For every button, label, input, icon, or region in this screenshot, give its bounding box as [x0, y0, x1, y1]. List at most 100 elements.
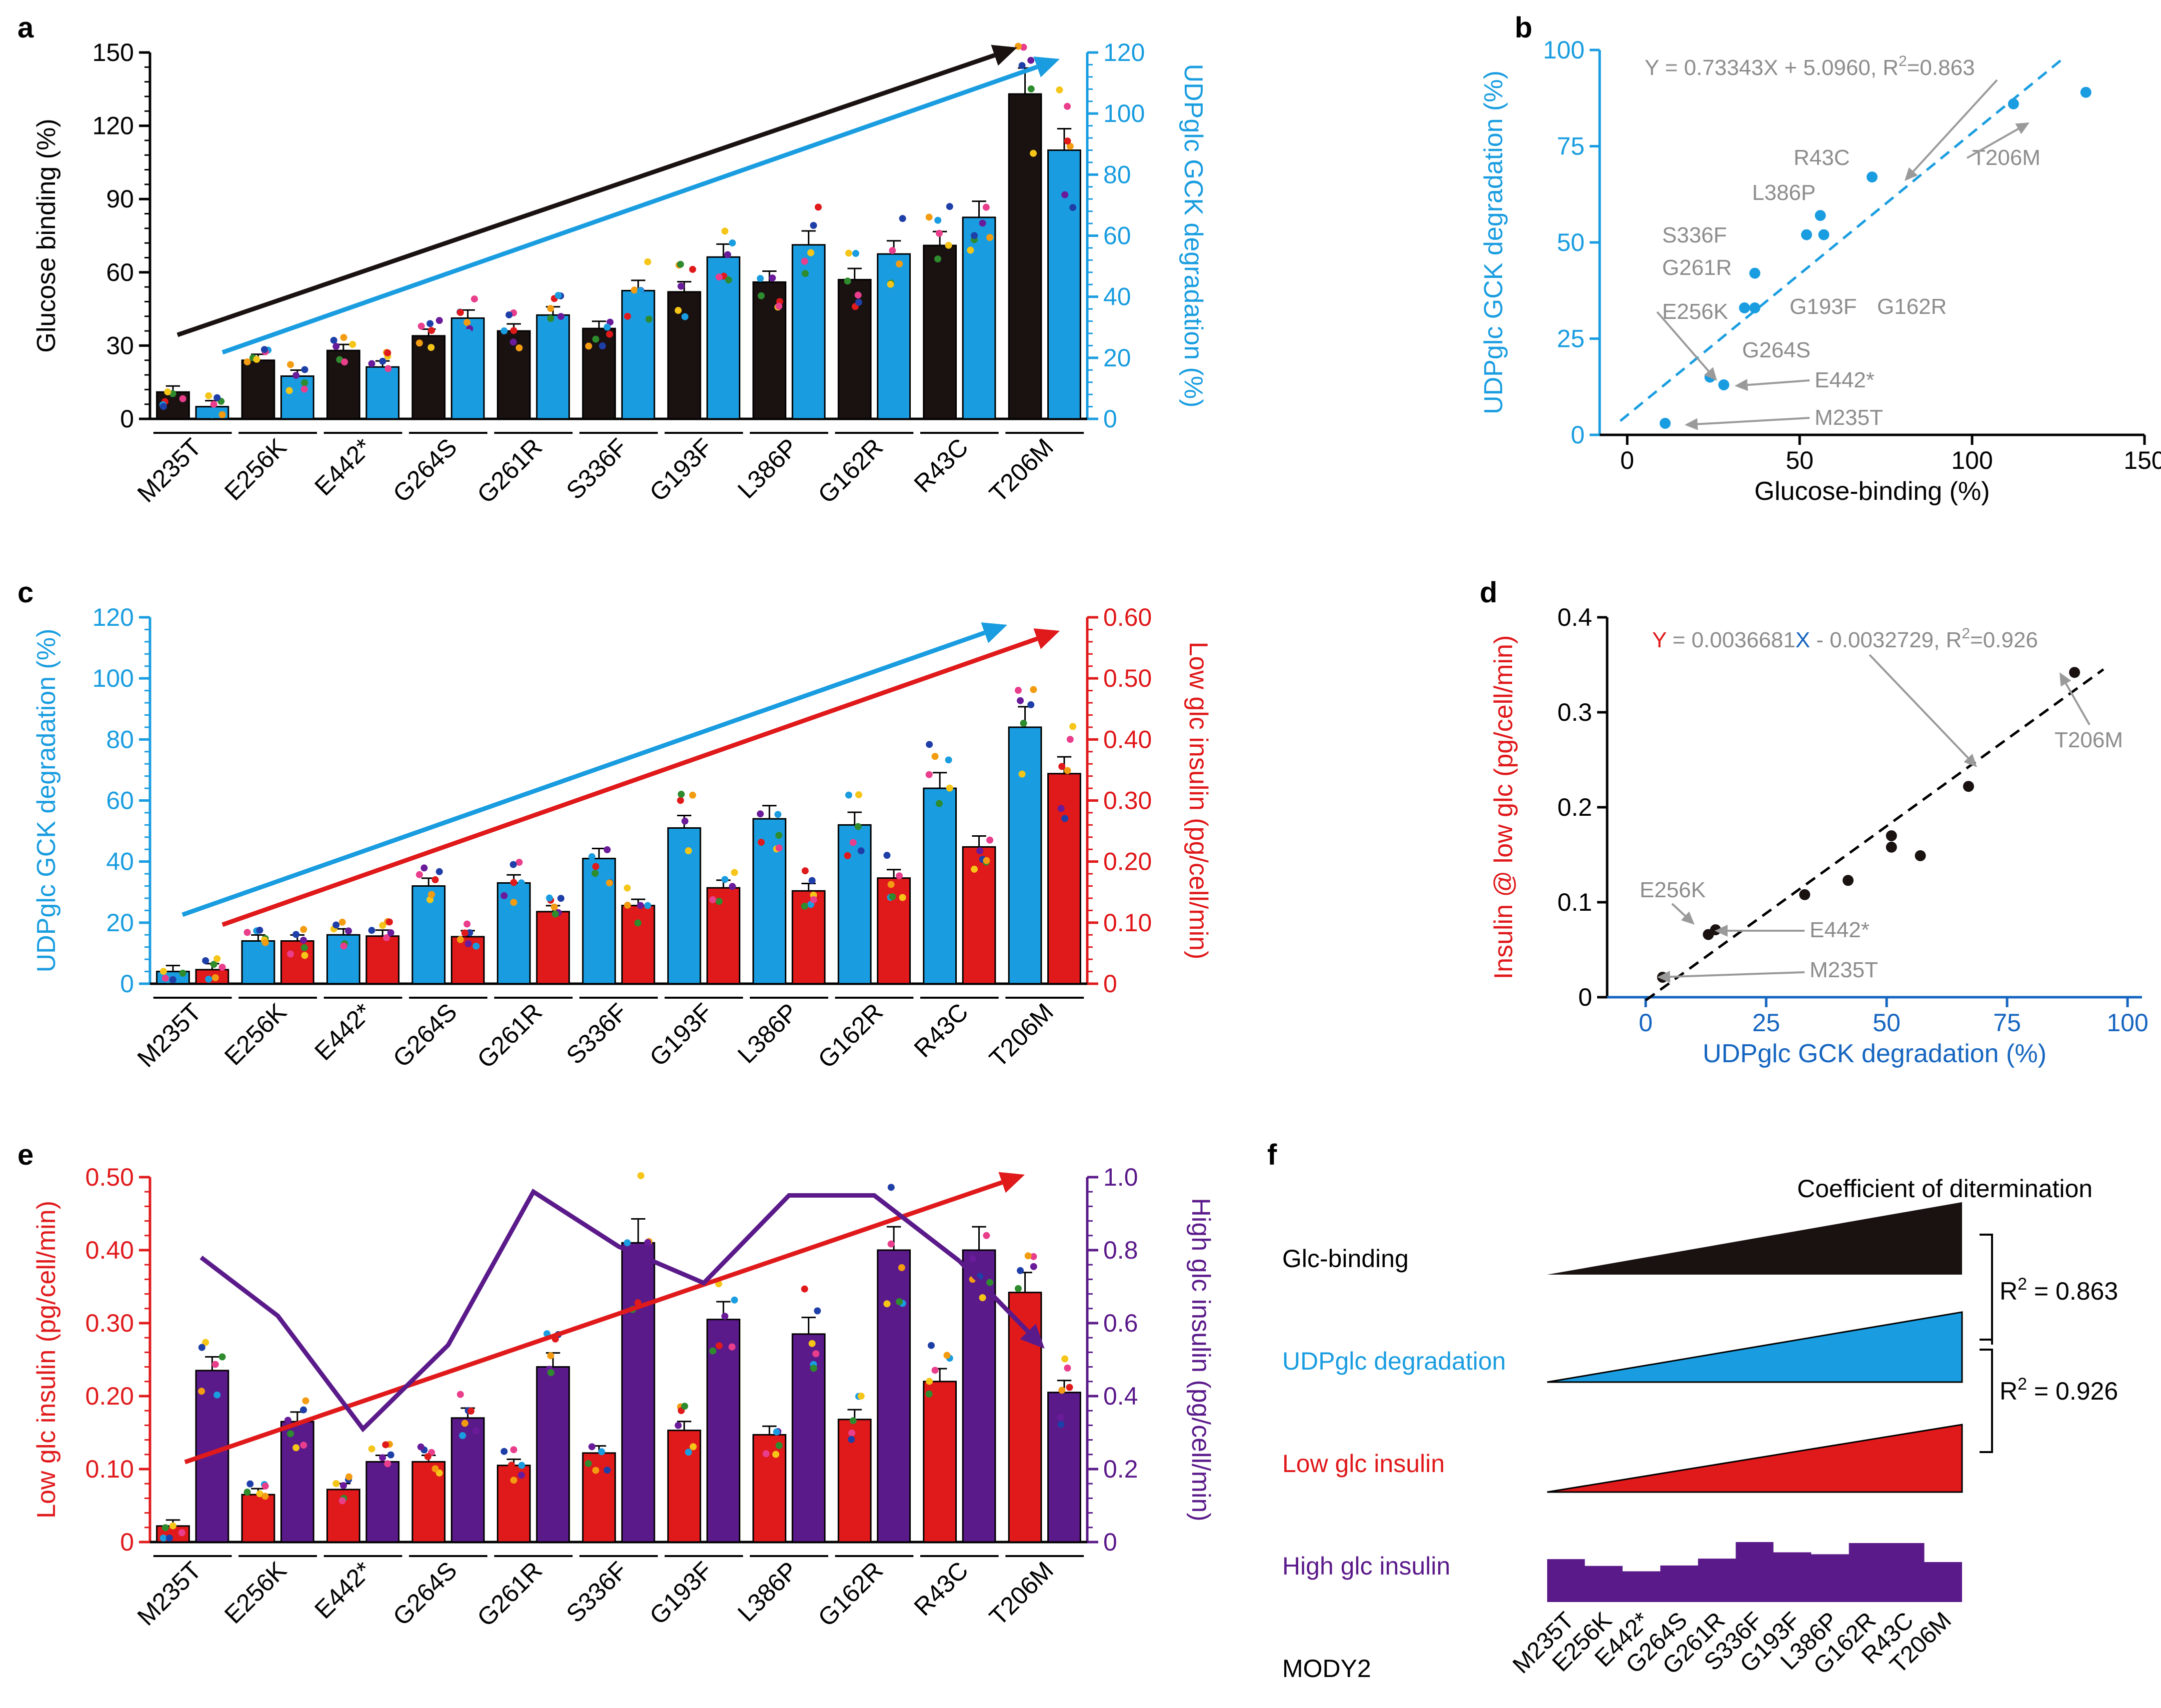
c-bar-udpglc — [582, 858, 616, 985]
e-replicate-dot — [685, 1449, 692, 1456]
c-replicate-dot — [509, 861, 517, 868]
a-replicate-dot — [1056, 86, 1063, 93]
a-replicate-dot — [757, 292, 765, 299]
c-replicate-dot — [557, 895, 565, 902]
a-replicate-dot — [775, 302, 783, 310]
e-category-label: L386P — [732, 1556, 803, 1627]
e-replicate-dot — [983, 1232, 990, 1239]
a-replicate-dot — [756, 275, 764, 282]
c-replicate-dot — [161, 974, 169, 982]
e-replicate-dot — [773, 1428, 780, 1436]
e-replicate-dot — [925, 1390, 933, 1398]
c-replicate-dot — [935, 800, 943, 807]
a-bar-udpglc — [536, 314, 570, 420]
c-replicate-dot — [931, 753, 939, 760]
d-y-tick-label: 0.3 — [1557, 698, 1592, 726]
e-replicate-dot — [674, 1422, 682, 1429]
e-replicate-dot — [345, 1473, 353, 1481]
a-left-axis-label: Glucose binding (%) — [32, 118, 61, 352]
c-replicate-dot — [456, 936, 464, 943]
a-replicate-dot — [897, 280, 904, 288]
e-replicate-dot — [591, 1455, 599, 1463]
a-replicate-dot — [1066, 142, 1074, 150]
e-replicate-dot — [547, 1369, 555, 1377]
b-equation-pointer — [1913, 79, 1998, 172]
e-replicate-dot — [1058, 1387, 1066, 1394]
c-replicate-dot — [464, 940, 472, 947]
a-replicate-dot — [606, 330, 613, 338]
c-replicate-dot — [849, 839, 857, 846]
e-left-tick-label: 0.30 — [85, 1309, 134, 1337]
c-replicate-dot — [287, 950, 294, 958]
f-wedge-low-glc — [1547, 1424, 1963, 1493]
d-x-tick-label: 100 — [2107, 1009, 2148, 1037]
b-fit-equation: Y = 0.73343X + 5.0960, R2=0.863 — [1645, 53, 1975, 80]
e-category-label: G264S — [387, 1556, 462, 1631]
c-replicate-dot — [855, 791, 862, 798]
c-replicate-dot — [332, 921, 340, 929]
e-replicate-dot — [178, 1529, 185, 1537]
e-replicate-dot — [1017, 1267, 1024, 1274]
a-replicate-dot — [435, 317, 443, 324]
a-replicate-dot — [1018, 62, 1026, 69]
a-right-tick-label: 80 — [1103, 160, 1131, 188]
a-replicate-dot — [349, 340, 356, 348]
e-replicate-dot — [461, 1420, 468, 1427]
a-replicate-dot — [205, 392, 212, 399]
e-replicate-dot — [165, 1535, 173, 1542]
c-replicate-dot — [1018, 770, 1026, 778]
e-replicate-dot — [340, 1482, 347, 1489]
c-replicate-dot — [895, 872, 903, 880]
c-replicate-dot — [243, 929, 251, 936]
b-y-tick-label: 50 — [1557, 228, 1585, 256]
c-bar-udpglc — [241, 940, 275, 985]
e-replicate-dot — [213, 1391, 221, 1399]
e-replicate-dot — [1057, 1414, 1064, 1421]
a-replicate-dot — [427, 344, 435, 351]
e-category-label: S336F — [561, 1556, 633, 1628]
b-point-label: G261R — [1662, 255, 1732, 280]
e-replicate-dot — [731, 1296, 738, 1304]
e-category-label: E442* — [309, 1556, 377, 1624]
e-replicate-dot — [895, 1298, 903, 1306]
e-replicate-dot — [379, 1454, 386, 1462]
a-replicate-dot — [729, 239, 736, 247]
e-replicate-dot — [417, 1443, 424, 1451]
e-right-tick-label: 1.0 — [1103, 1163, 1138, 1191]
a-replicate-dot — [340, 334, 347, 341]
c-replicate-dot — [420, 864, 428, 872]
c-replicate-dot — [899, 894, 906, 901]
a-bar-udpglc — [706, 256, 741, 420]
e-bar-high — [962, 1249, 996, 1543]
e-replicate-dot — [459, 1432, 466, 1440]
c-category-label: M235T — [132, 998, 207, 1073]
a-replicate-dot — [769, 274, 776, 282]
e-right-tick-label: 0.6 — [1103, 1309, 1138, 1337]
c-replicate-dot — [1057, 805, 1065, 812]
c-replicate-dot — [588, 853, 596, 860]
a-category-label: M235T — [132, 433, 207, 508]
d-point-label: E442* — [1810, 918, 1870, 942]
b-data-point — [1749, 302, 1761, 313]
c-right-tick-label: 0.50 — [1103, 664, 1152, 692]
c-left-tick-label: 100 — [92, 664, 134, 692]
c-bar-low — [280, 940, 314, 985]
a-replicate-dot — [845, 249, 852, 257]
c-replicate-dot — [1030, 686, 1037, 693]
a-category-label: T206M — [984, 433, 1059, 508]
e-replicate-dot — [689, 1443, 697, 1451]
c-replicate-dot — [256, 927, 263, 934]
b-data-point — [1815, 210, 1826, 221]
b-point-label-pointer — [1967, 128, 2019, 159]
c-replicate-dot — [945, 756, 952, 764]
c-replicate-dot — [624, 901, 631, 909]
panel-label-c: c — [17, 576, 33, 609]
e-replicate-dot — [547, 1352, 554, 1360]
e-right-axis-label: High glc insulin (pg/cell/min) — [1186, 1198, 1215, 1521]
c-replicate-dot — [1061, 815, 1069, 822]
panel-e-chart: 0 0.10 0.20 0.30 0.40 0.50 0 0.2 0.4 0.6 0.8 1.0 Low… — [32, 1163, 1215, 1632]
c-bar-low — [706, 887, 741, 985]
a-replicate-dot — [677, 282, 685, 290]
e-replicate-dot — [584, 1460, 592, 1467]
d-point-label-pointer — [2065, 683, 2091, 725]
